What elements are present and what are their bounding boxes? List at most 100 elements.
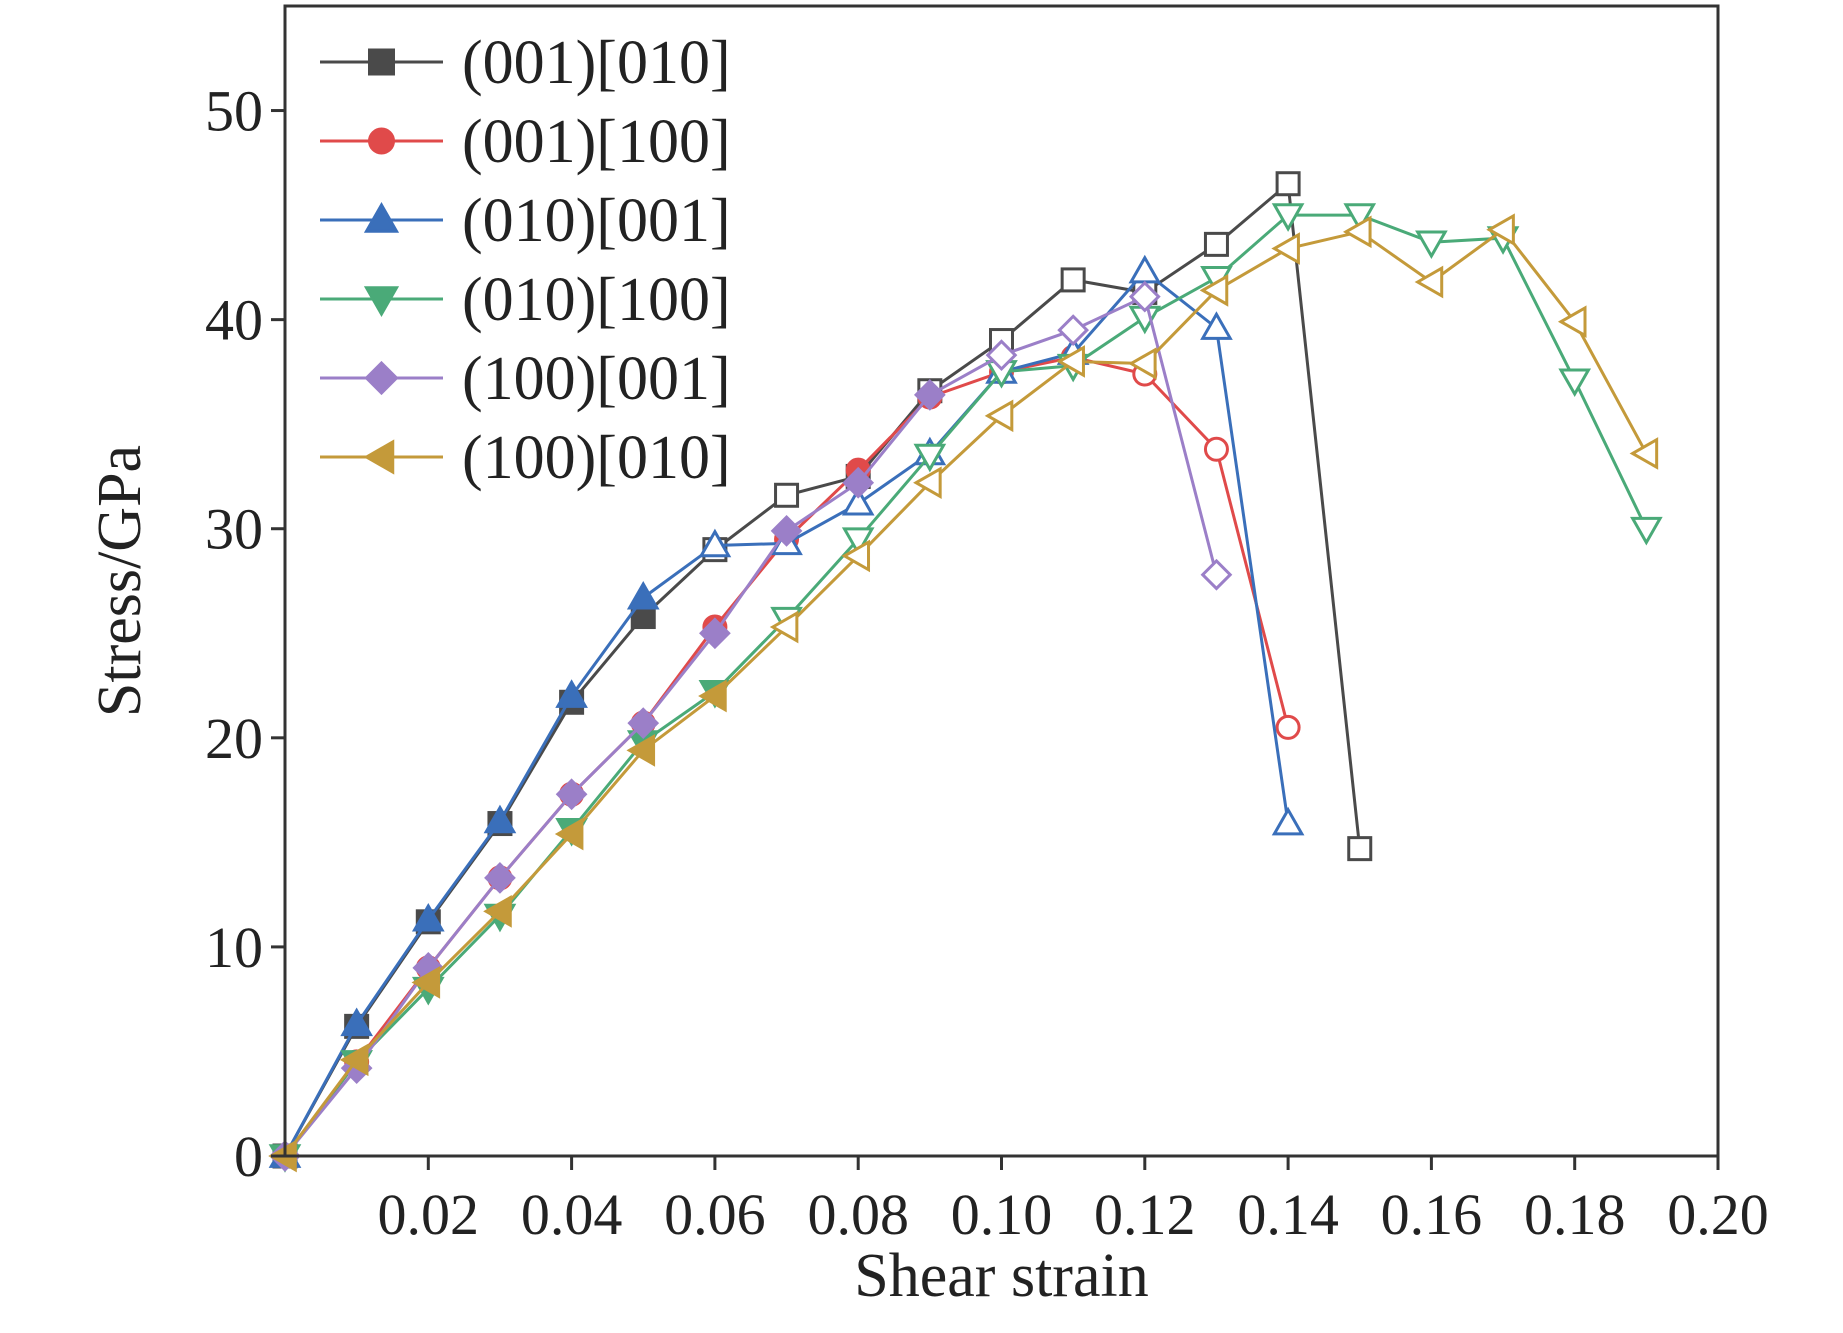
series-group xyxy=(272,344,1301,1169)
legend-item: (010)[001] xyxy=(320,187,731,255)
series-group xyxy=(272,171,1373,1169)
series-line xyxy=(283,180,1362,1157)
data-point xyxy=(842,466,875,499)
data-point xyxy=(555,679,588,708)
data-point xyxy=(1199,274,1229,307)
legend-label: (100)[001] xyxy=(462,345,731,413)
data-point xyxy=(769,610,799,644)
x-tick-label: 0.16 xyxy=(1381,1182,1483,1247)
legend-label: (010)[100] xyxy=(462,266,731,334)
y-tick-label: 30 xyxy=(205,497,263,562)
data-point xyxy=(913,379,946,411)
legend-item: (100)[010] xyxy=(320,424,731,492)
series-line xyxy=(283,355,1290,1157)
y-axis-title: Stress/GPa xyxy=(86,445,154,717)
data-point xyxy=(1558,368,1592,398)
legend-label: (001)[010] xyxy=(462,29,731,97)
data-point xyxy=(1347,836,1373,862)
series-group xyxy=(268,213,1659,1173)
x-axis-title: Shear strain xyxy=(854,1242,1148,1310)
data-point xyxy=(913,443,947,473)
legend-item: (010)[100] xyxy=(320,266,731,334)
data-point xyxy=(1060,267,1086,293)
series-line xyxy=(283,269,1290,1157)
data-point xyxy=(1271,203,1305,232)
legend-marker xyxy=(368,48,395,76)
data-point xyxy=(698,528,732,558)
data-point xyxy=(626,580,660,610)
y-tick-label: 20 xyxy=(205,706,263,771)
data-point xyxy=(841,527,875,556)
data-point xyxy=(1128,347,1157,380)
data-point xyxy=(339,1043,369,1077)
x-tick-label: 0.08 xyxy=(807,1182,909,1247)
data-point xyxy=(698,679,727,713)
data-point xyxy=(1271,806,1305,836)
data-point xyxy=(555,778,588,811)
data-point xyxy=(1414,265,1444,299)
x-tick-label: 0.20 xyxy=(1667,1182,1769,1247)
series-line xyxy=(283,294,1218,1157)
legend-label: (100)[010] xyxy=(462,424,731,492)
legend-marker xyxy=(364,360,399,396)
y-tick-label: 0 xyxy=(234,1124,263,1189)
plot-frame xyxy=(283,4,1720,1158)
data-point xyxy=(340,1007,373,1037)
data-point xyxy=(1630,516,1663,546)
legend-item: (100)[001] xyxy=(320,345,731,413)
data-point xyxy=(483,895,512,928)
legend-marker xyxy=(363,439,395,475)
data-point xyxy=(1415,230,1448,260)
data-point xyxy=(985,339,1018,372)
data-point xyxy=(484,862,516,894)
legend-item: (001)[010] xyxy=(320,29,731,97)
legend: (001)[010] (001)[100] (010)[001] (010)[100]… xyxy=(320,29,731,492)
data-point xyxy=(627,707,660,740)
legend-marker xyxy=(368,127,395,155)
data-point xyxy=(770,514,803,547)
data-point xyxy=(1128,280,1161,313)
legend-marker xyxy=(363,286,400,318)
legend-label: (010)[001] xyxy=(462,187,731,255)
data-point xyxy=(1342,215,1372,249)
axis-ticks: 0.02 0.04 0.06 0.08 0.10 0.12 0.14 0.16 0.18 0.20… xyxy=(205,79,1769,1247)
data-point xyxy=(1200,311,1233,340)
data-point xyxy=(841,539,871,573)
data-point xyxy=(1271,232,1300,265)
data-point xyxy=(1275,171,1301,197)
data-point xyxy=(626,734,656,767)
data-point xyxy=(1203,436,1229,462)
x-tick-label: 0.12 xyxy=(1094,1182,1196,1247)
series-layer xyxy=(268,171,1663,1173)
data-point xyxy=(1557,305,1587,339)
y-tick-label: 50 xyxy=(205,79,263,144)
data-point xyxy=(1200,558,1233,591)
data-point xyxy=(483,804,517,834)
data-point xyxy=(774,482,800,508)
series-group xyxy=(269,280,1233,1172)
data-point xyxy=(1629,437,1659,470)
x-tick-label: 0.04 xyxy=(521,1182,623,1247)
data-point xyxy=(554,817,584,851)
legend-item: (001)[100] xyxy=(320,108,731,176)
y-tick-label: 10 xyxy=(205,915,263,980)
x-tick-label: 0.10 xyxy=(951,1182,1053,1247)
data-point xyxy=(913,466,942,500)
data-point xyxy=(1203,231,1229,257)
legend-marker xyxy=(363,201,400,233)
series-group xyxy=(268,254,1305,1168)
series-line xyxy=(283,227,1648,1157)
data-point xyxy=(1128,254,1162,284)
data-point xyxy=(1056,345,1085,378)
data-point xyxy=(984,399,1014,433)
legend-label: (001)[100] xyxy=(462,108,731,176)
x-tick-label: 0.02 xyxy=(378,1182,480,1247)
data-point xyxy=(1343,203,1377,232)
data-point xyxy=(699,617,731,650)
data-point xyxy=(411,902,445,932)
x-tick-label: 0.06 xyxy=(664,1182,766,1247)
x-tick-label: 0.18 xyxy=(1524,1182,1626,1247)
y-tick-label: 40 xyxy=(205,288,263,353)
data-point xyxy=(1275,714,1301,740)
